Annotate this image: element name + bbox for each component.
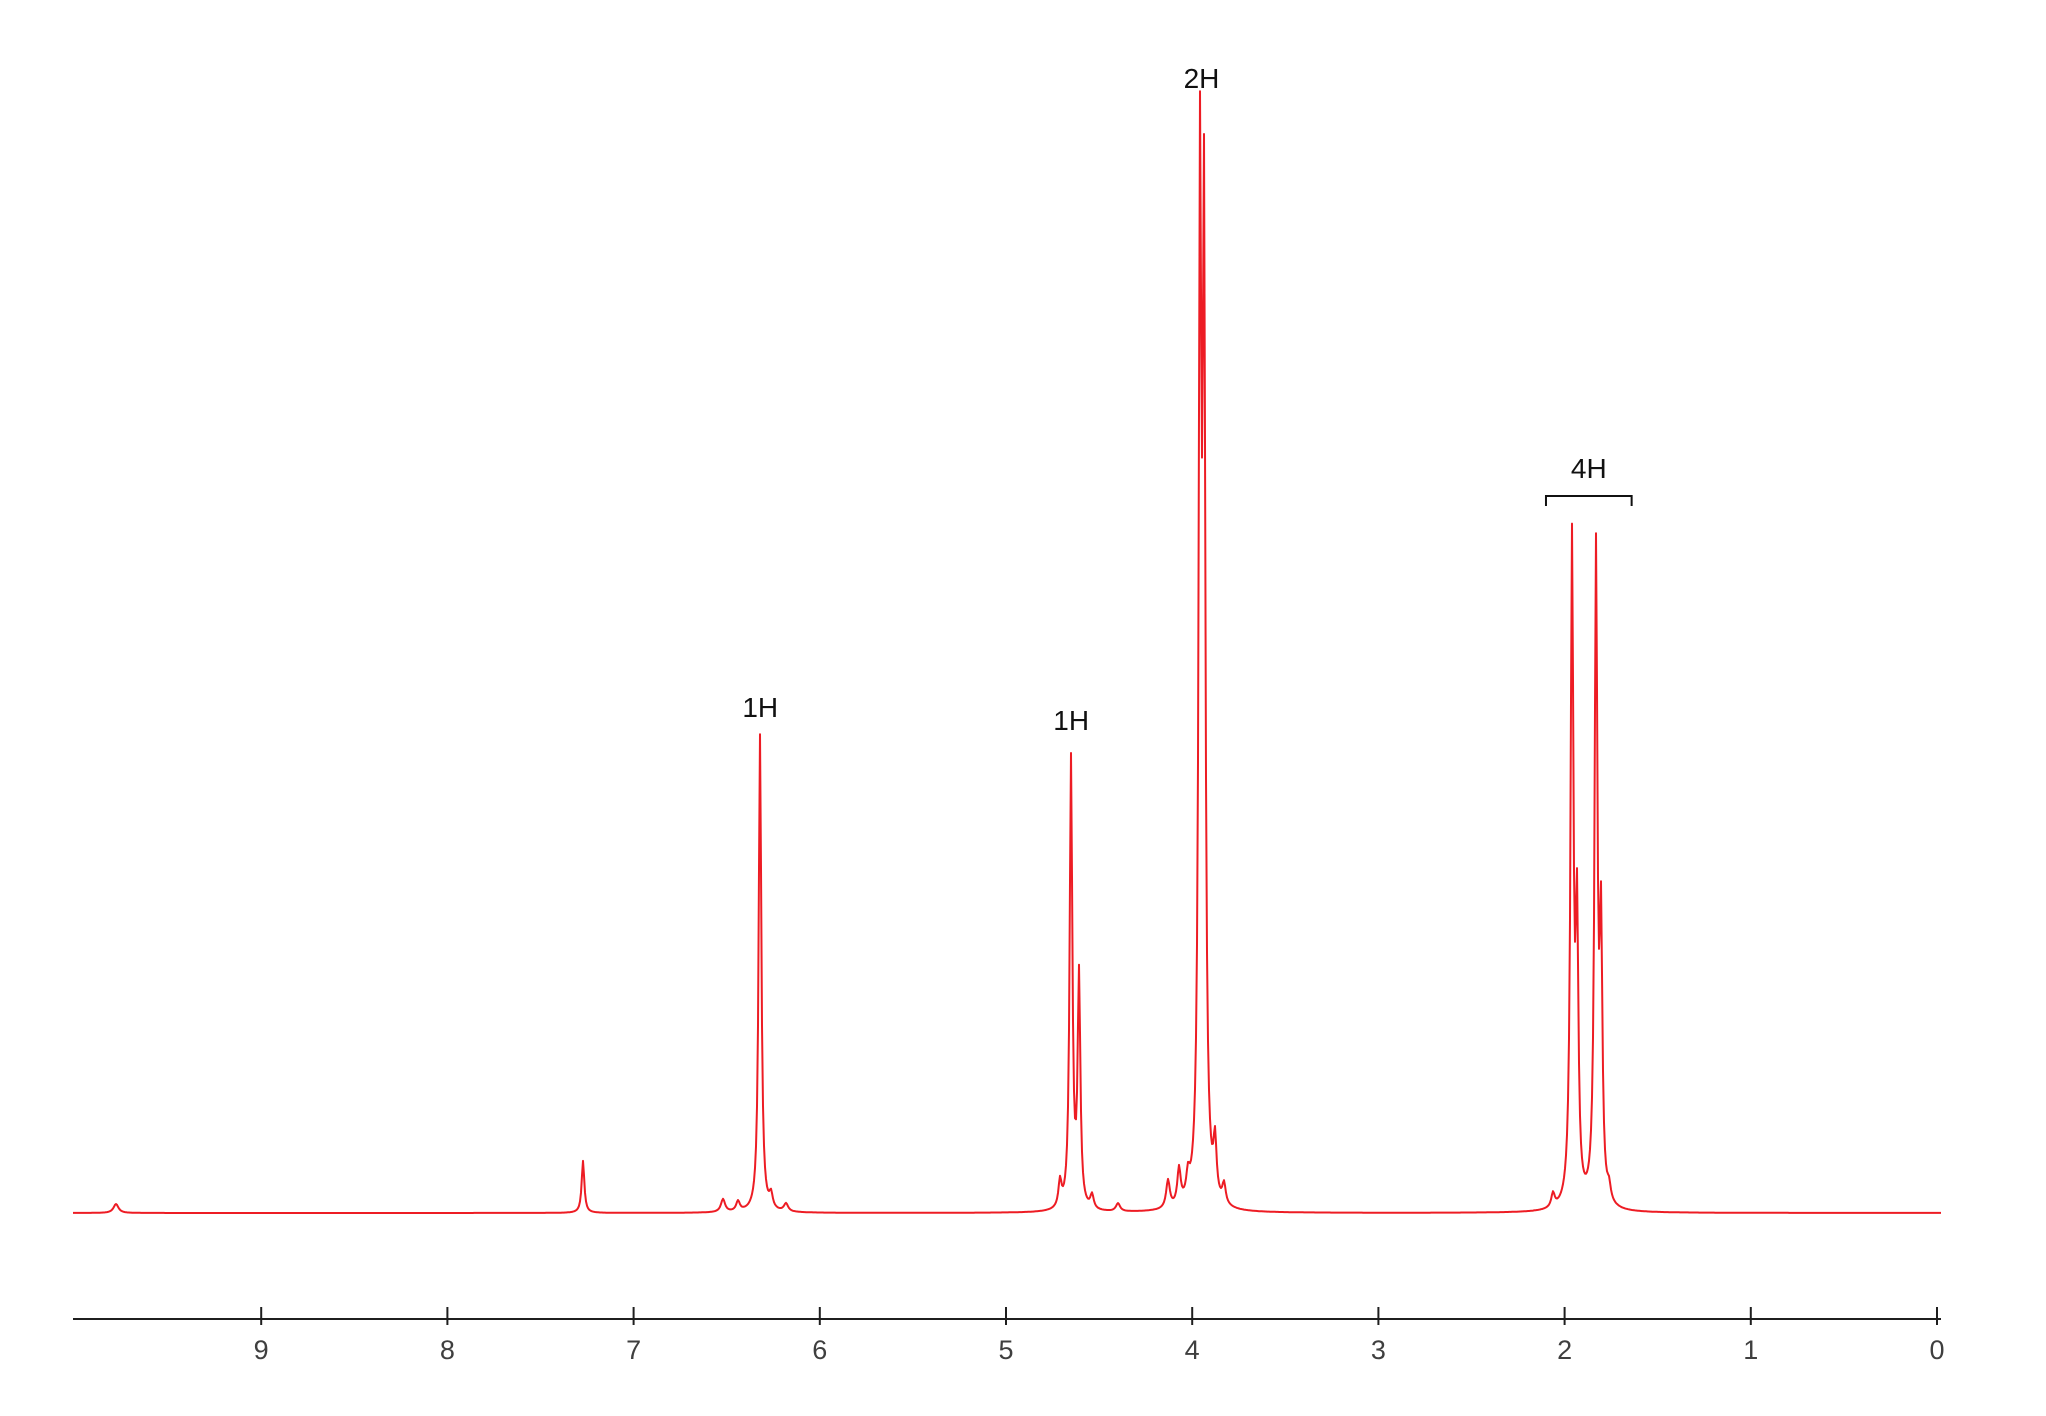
x-axis-tick-label: 0 (1929, 1335, 1944, 1365)
x-axis-tick-label: 2 (1557, 1335, 1572, 1365)
x-axis-tick-label: 8 (440, 1335, 455, 1365)
x-axis-tick-label: 4 (1185, 1335, 1200, 1365)
x-axis-tick-label: 6 (812, 1335, 827, 1365)
x-axis-tick-label: 9 (254, 1335, 269, 1365)
spectrum-trace (73, 90, 1941, 1214)
x-axis-tick-label: 3 (1371, 1335, 1386, 1365)
x-axis-tick-label: 1 (1743, 1335, 1758, 1365)
x-axis-tick-label: 5 (998, 1335, 1013, 1365)
peak-integration-label: 1H (1053, 705, 1089, 736)
peak-integration-label: 1H (742, 692, 778, 723)
peak-integration-label: 2H (1184, 63, 1220, 94)
x-axis-tick-label: 7 (626, 1335, 641, 1365)
peak-integration-label: 4H (1571, 453, 1607, 484)
integration-bracket (1544, 495, 1633, 506)
